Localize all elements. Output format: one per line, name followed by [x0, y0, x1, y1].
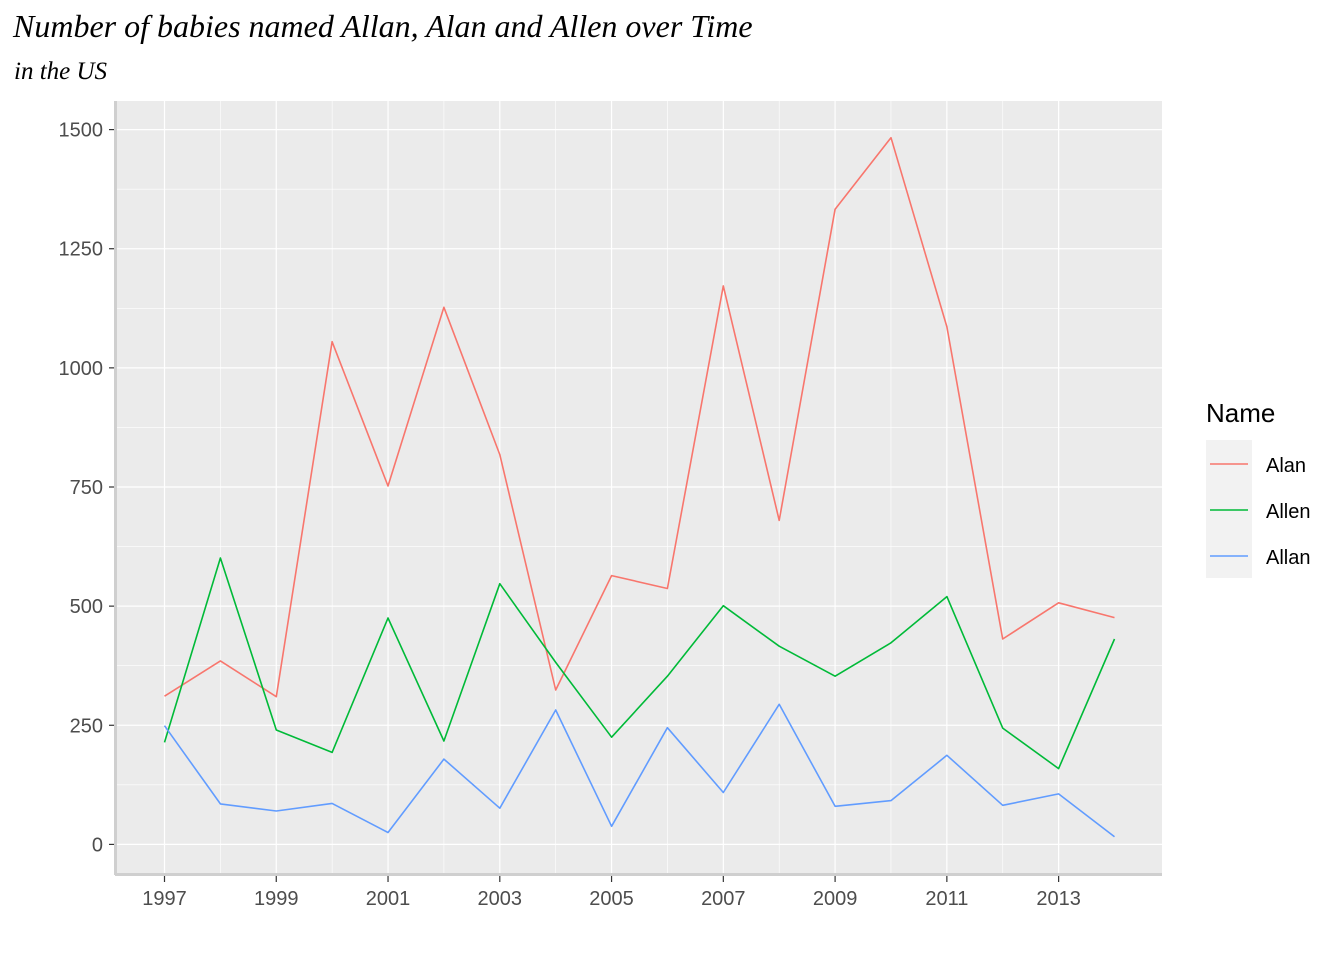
x-tick-label: 2001 — [366, 888, 411, 910]
legend-items: Alan Allen Allan — [1210, 455, 1310, 569]
x-tick-label: 2007 — [701, 888, 746, 910]
y-tick-label: 500 — [70, 596, 103, 618]
major-gridlines — [117, 101, 1162, 873]
x-tick-label: 1999 — [254, 888, 299, 910]
chart-subtitle: in the US — [14, 58, 108, 85]
x-tick-label: 2009 — [813, 888, 858, 910]
y-tick-label: 1250 — [59, 239, 104, 261]
series-line-alan — [164, 136, 1115, 698]
y-tick-label: 1000 — [59, 358, 104, 380]
x-tick-label: 2013 — [1036, 888, 1081, 910]
x-tick-label: 1997 — [142, 888, 187, 910]
series-line-allan — [163, 703, 1115, 838]
series-lines — [163, 136, 1116, 838]
legend-title: Name — [1206, 398, 1275, 428]
series-line-allen — [163, 557, 1116, 770]
axes: 0 250 500 750 1000 1250 1500 1997 1999 2001 2003 20… — [59, 101, 1162, 910]
legend-label-allan: Allan — [1266, 547, 1310, 569]
y-tick-label: 250 — [70, 715, 103, 737]
legend-key-background — [1206, 440, 1252, 578]
x-tick-label: 2003 — [478, 888, 523, 910]
legend-label-allen: Allen — [1266, 501, 1310, 523]
y-tick-label: 0 — [92, 834, 103, 856]
chart-title: Number of babies named Allan, Alan and A… — [13, 8, 753, 44]
legend-label-alan: Alan — [1266, 455, 1306, 477]
x-tick-label: 2011 — [925, 888, 968, 910]
y-tick-label: 750 — [70, 477, 103, 499]
legend: Name Alan Allen Allan — [1206, 398, 1310, 578]
y-tick-label: 1500 — [59, 120, 104, 142]
x-tick-label: 2005 — [589, 888, 634, 910]
